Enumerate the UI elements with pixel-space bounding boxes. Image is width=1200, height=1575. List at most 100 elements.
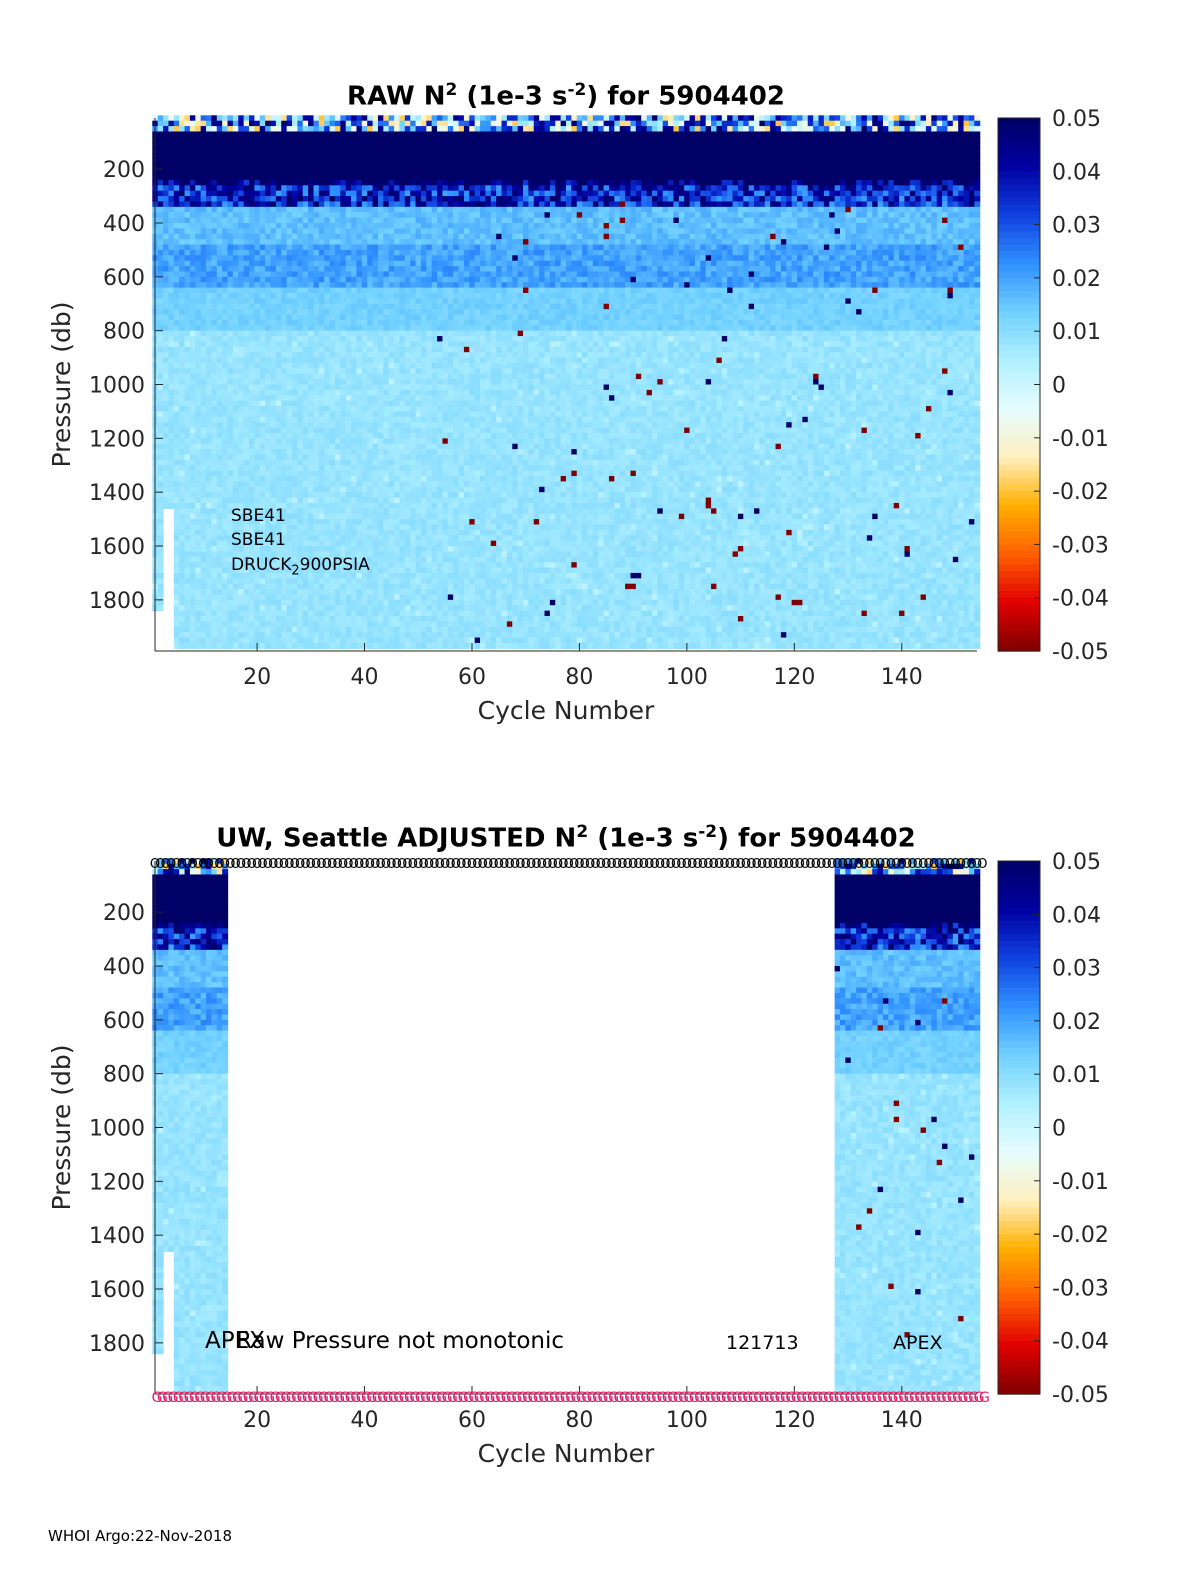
heatmap-cell <box>184 152 191 159</box>
heatmap-cell <box>238 427 245 434</box>
heatmap-cell <box>286 222 293 229</box>
heatmap-cell <box>195 605 202 612</box>
heatmap-cell <box>275 535 282 542</box>
heatmap-cell <box>377 352 384 359</box>
heatmap-cell <box>216 395 223 402</box>
heatmap-cell <box>189 276 196 283</box>
heatmap-cell <box>232 632 239 639</box>
heatmap-cell <box>388 287 395 294</box>
heatmap-cell <box>394 389 401 396</box>
heatmap-cell <box>227 282 234 289</box>
heatmap-cell <box>265 589 272 596</box>
heatmap-cell <box>195 142 202 149</box>
heatmap-cell <box>179 406 186 413</box>
heatmap-cell <box>184 519 191 526</box>
heatmap-cell <box>297 637 304 644</box>
heatmap-cell <box>206 546 213 552</box>
heatmap-cell <box>324 298 331 305</box>
heatmap-cell <box>200 621 207 628</box>
heatmap-cell <box>383 341 390 348</box>
heatmap-cell <box>216 147 223 154</box>
heatmap-cell <box>168 190 175 197</box>
heatmap-cell <box>399 502 406 509</box>
heatmap-cell <box>275 217 282 224</box>
heatmap-cell <box>200 562 207 569</box>
heatmap-cell <box>313 508 320 515</box>
heatmap-cell <box>404 136 411 143</box>
heatmap-cell <box>302 266 309 273</box>
heatmap-cell <box>361 572 368 579</box>
heatmap-cell <box>265 492 272 499</box>
heatmap-cell <box>163 217 170 224</box>
heatmap-cell <box>259 346 266 353</box>
heatmap-cell <box>179 562 186 569</box>
heatmap-cell <box>351 583 358 590</box>
heatmap-cell <box>410 389 417 396</box>
heatmap-cell <box>206 330 213 337</box>
heatmap-cell <box>232 222 239 229</box>
heatmap-cell <box>275 212 282 219</box>
heatmap-cell <box>351 362 358 369</box>
heatmap-cell <box>195 287 202 294</box>
heatmap-cell <box>281 411 288 418</box>
heatmap-cell <box>206 481 213 488</box>
heatmap-cell <box>345 131 352 138</box>
heatmap-cell <box>340 551 347 558</box>
heatmap-cell <box>265 303 272 310</box>
heatmap-cell <box>356 508 363 515</box>
heatmap-cell <box>345 357 352 364</box>
heatmap-cell <box>329 524 336 531</box>
heatmap-cell <box>356 481 363 488</box>
heatmap-cell <box>345 330 352 337</box>
heatmap-cell <box>292 384 298 391</box>
heatmap-cell <box>404 562 411 569</box>
heatmap-cell <box>308 362 315 369</box>
heatmap-cell <box>367 217 374 224</box>
heatmap-cell <box>168 422 175 429</box>
heatmap-cell <box>200 481 207 488</box>
heatmap-cell <box>383 212 390 219</box>
heatmap-cell <box>297 115 304 122</box>
heatmap-cell <box>356 551 363 558</box>
heatmap-cell <box>372 481 379 488</box>
heatmap-cell <box>329 502 336 509</box>
heatmap-cell <box>281 330 288 337</box>
heatmap-cell <box>329 249 336 256</box>
heatmap-cell <box>163 443 170 450</box>
heatmap-cell <box>259 470 266 477</box>
heatmap-cell <box>179 529 186 536</box>
heatmap-cell <box>399 325 406 332</box>
heatmap-cell <box>351 158 358 165</box>
heatmap-cell <box>308 368 315 375</box>
heatmap-cell <box>329 298 336 305</box>
heatmap-cell <box>184 212 191 219</box>
heatmap-cell <box>249 637 255 644</box>
heatmap-cell <box>388 406 395 413</box>
heatmap-cell <box>254 255 261 262</box>
heatmap-cell <box>377 222 384 229</box>
heatmap-cell <box>383 519 390 526</box>
heatmap-cell <box>200 508 207 515</box>
heatmap-cell <box>275 152 282 159</box>
heatmap-cell <box>163 249 170 256</box>
heatmap-cell <box>415 529 422 536</box>
heatmap-cell <box>216 185 223 192</box>
heatmap-cell <box>254 449 261 456</box>
heatmap-cell <box>404 239 411 246</box>
heatmap-cell <box>249 163 255 170</box>
heatmap-cell <box>211 163 218 170</box>
heatmap-cell <box>216 465 223 472</box>
heatmap-cell <box>394 362 401 369</box>
heatmap-cell <box>157 346 164 353</box>
heatmap-cell <box>318 443 325 450</box>
heatmap-cell <box>243 158 250 165</box>
heatmap-cell <box>356 605 363 612</box>
heatmap-cell <box>211 152 218 159</box>
heatmap-cell <box>238 222 245 229</box>
heatmap-cell <box>254 605 261 612</box>
heatmap-cell <box>157 562 164 569</box>
heatmap-cell <box>399 309 406 316</box>
heatmap-cell <box>157 556 164 563</box>
heatmap-cell <box>270 298 277 305</box>
heatmap-cell <box>254 519 261 526</box>
